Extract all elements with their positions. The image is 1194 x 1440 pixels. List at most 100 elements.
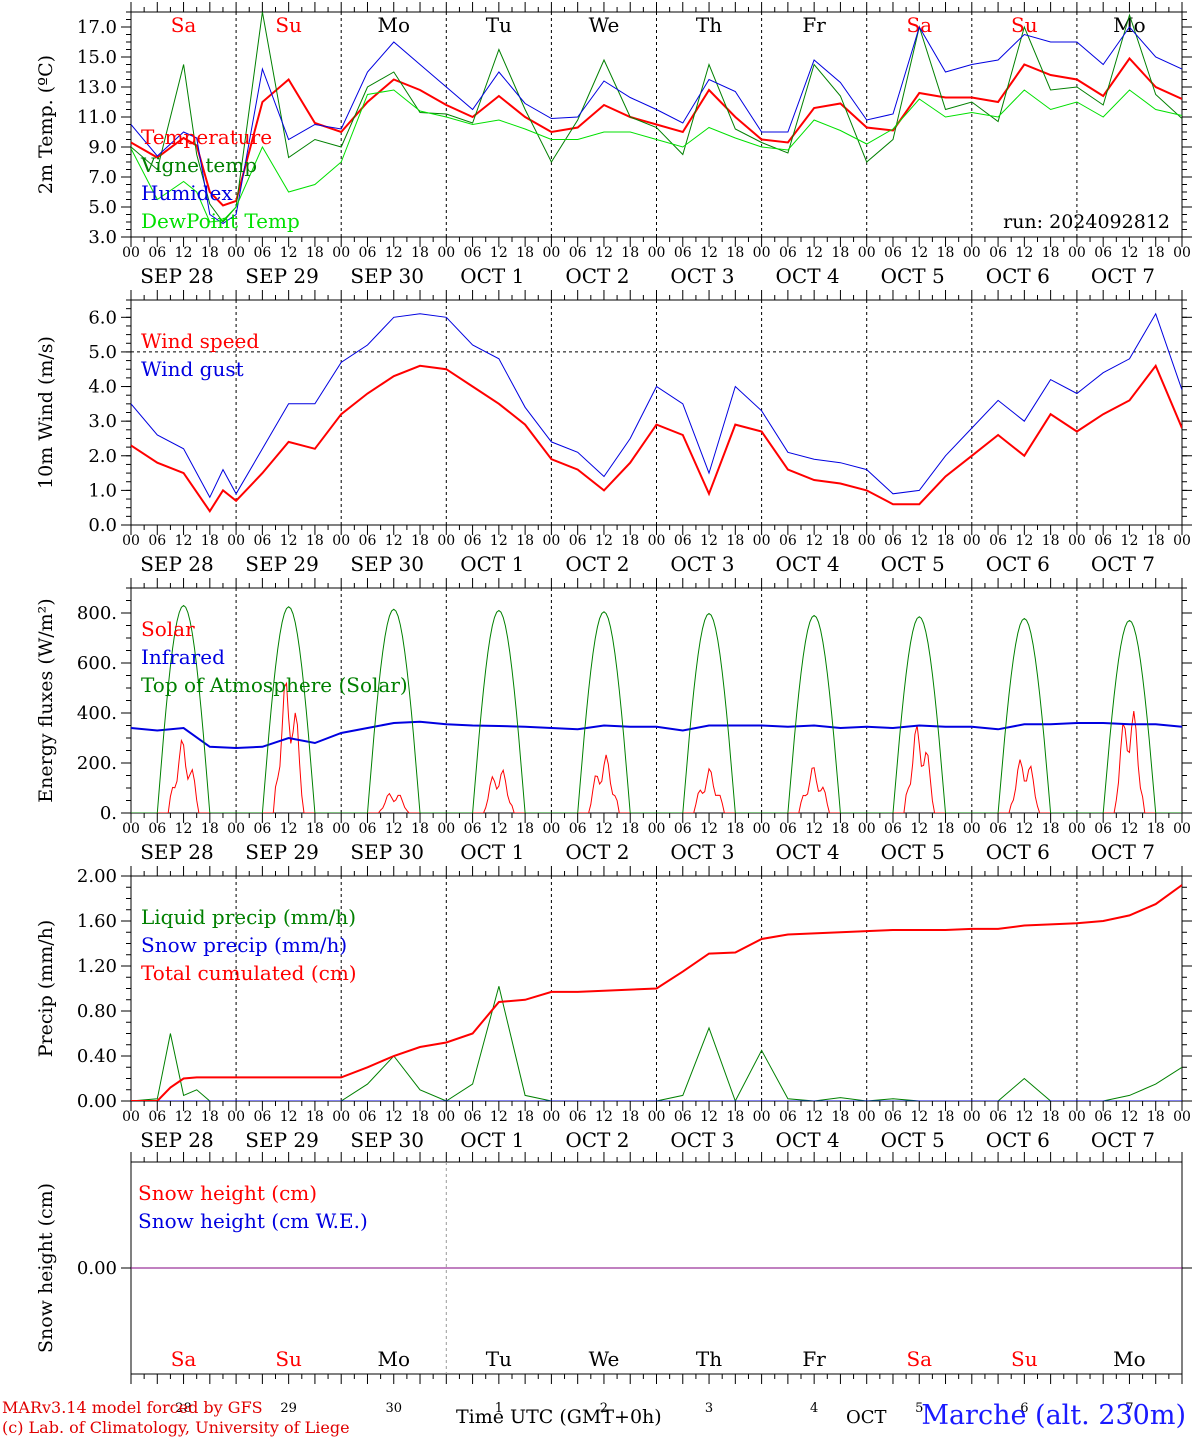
temp-weekday-label: Su	[275, 13, 302, 37]
wind-x-hour-label: 18	[306, 533, 324, 549]
precip-y-tick-label: 1.60	[77, 911, 117, 932]
precip-x-hour-label: 00	[437, 1109, 455, 1125]
energy-x-hour-label: 06	[674, 821, 692, 837]
energy-x-hour-label: 18	[726, 821, 744, 837]
temp-series-3	[131, 89, 1182, 223]
energy-x-hour-label: 12	[490, 821, 508, 837]
precip-x-hour-label: 12	[1015, 1109, 1033, 1125]
energy-x-hour-label: 12	[700, 821, 718, 837]
precip-y-axis-label: Precip (mm/h)	[35, 920, 57, 1058]
energy-y-axis-label: Energy fluxes (W/m²)	[35, 598, 57, 802]
temp-y-tick-label: 9.0	[88, 137, 117, 158]
energy-x-hour-label: 06	[359, 821, 377, 837]
energy-x-hour-label: 00	[437, 821, 455, 837]
precip-x-date-label: OCT 5	[881, 1128, 945, 1152]
energy-x-hour-label: 00	[122, 821, 140, 837]
energy-x-date-label: OCT 2	[565, 840, 629, 864]
precip-x-hour-label: 06	[1094, 1109, 1112, 1125]
precip-x-hour-label: 18	[201, 1109, 219, 1125]
precip-x-hour-label: 00	[648, 1109, 666, 1125]
temp-x-date-label: OCT 4	[776, 264, 840, 288]
precip-x-hour-label: 00	[858, 1109, 876, 1125]
temp-x-hour-label: 12	[805, 245, 823, 261]
precip-x-hour-label: 00	[227, 1109, 245, 1125]
temp-x-hour-label: 00	[542, 245, 560, 261]
temp-x-hour-label: 00	[122, 245, 140, 261]
temp-x-hour-label: 00	[753, 245, 771, 261]
wind-x-hour-label: 00	[227, 533, 245, 549]
temp-x-hour-label: 06	[989, 245, 1007, 261]
wind-x-hour-label: 12	[595, 533, 613, 549]
precip-x-hour-label: 12	[280, 1109, 298, 1125]
month-label: OCT	[846, 1407, 887, 1428]
run-annotation: run: 2024092812	[1003, 211, 1170, 233]
snow-weekday-label: Sa	[906, 1347, 932, 1371]
temp-x-hour-label: 12	[490, 245, 508, 261]
wind-x-hour-label: 18	[621, 533, 639, 549]
wind-x-hour-label: 12	[910, 533, 928, 549]
temp-x-hour-label: 06	[253, 245, 271, 261]
energy-x-hour-label: 06	[884, 821, 902, 837]
energy-x-hour-label: 00	[1173, 821, 1191, 837]
energy-x-hour-label: 12	[1121, 821, 1139, 837]
temp-x-hour-label: 12	[1121, 245, 1139, 261]
wind-y-tick-label: 1.0	[88, 480, 117, 501]
temp-x-hour-label: 06	[569, 245, 587, 261]
temp-x-hour-label: 06	[148, 245, 166, 261]
energy-x-hour-label: 12	[175, 821, 193, 837]
energy-x-date-label: SEP 30	[350, 840, 424, 864]
precip-y-tick-label: 0.00	[77, 1091, 117, 1112]
energy-x-hour-label: 18	[516, 821, 534, 837]
snow-weekday-label: Tu	[486, 1347, 512, 1371]
snow-x-day-number: 4	[810, 1401, 818, 1416]
energy-series-2	[131, 604, 1182, 813]
temp-x-hour-label: 06	[779, 245, 797, 261]
temp-x-hour-label: 18	[201, 245, 219, 261]
temp-y-tick-label: 11.0	[77, 107, 117, 128]
precip-legend-entry: Total cumulated (cm)	[141, 961, 357, 985]
energy-x-hour-label: 12	[1015, 821, 1033, 837]
energy-legend-entry: Infrared	[141, 645, 225, 669]
wind-x-hour-label: 06	[989, 533, 1007, 549]
precip-x-hour-label: 00	[753, 1109, 771, 1125]
snow-x-day-number: 6	[1020, 1401, 1028, 1416]
energy-x-hour-label: 06	[779, 821, 797, 837]
temp-x-hour-label: 12	[1015, 245, 1033, 261]
energy-x-hour-label: 12	[385, 821, 403, 837]
temp-x-hour-label: 00	[858, 245, 876, 261]
temp-x-hour-label: 18	[621, 245, 639, 261]
wind-y-tick-label: 2.0	[88, 446, 117, 467]
temp-x-hour-label: 12	[175, 245, 193, 261]
precip-x-hour-label: 18	[937, 1109, 955, 1125]
temp-x-hour-label: 18	[411, 245, 429, 261]
energy-x-date-label: SEP 28	[140, 840, 214, 864]
snow-weekday-label: Th	[696, 1347, 722, 1371]
temp-x-date-label: OCT 5	[881, 264, 945, 288]
energy-x-hour-label: 00	[648, 821, 666, 837]
snow-weekday-label: Su	[275, 1347, 302, 1371]
temp-legend-entry: Vigne temp	[140, 153, 257, 177]
precip-y-tick-label: 0.80	[77, 1001, 117, 1022]
wind-x-date-label: SEP 30	[350, 552, 424, 576]
snow-legend-entry: Snow height (cm)	[138, 1181, 317, 1205]
precip-x-date-label: SEP 30	[350, 1128, 424, 1152]
snow-x-day-number: 29	[280, 1401, 297, 1416]
wind-y-tick-label: 6.0	[88, 307, 117, 328]
precip-x-hour-label: 06	[464, 1109, 482, 1125]
precip-x-hour-label: 00	[963, 1109, 981, 1125]
energy-legend-entry: Top of Atmosphere (Solar)	[141, 673, 408, 697]
precip-x-hour-label: 06	[253, 1109, 271, 1125]
precip-x-hour-label: 06	[359, 1109, 377, 1125]
precip-x-hour-label: 18	[621, 1109, 639, 1125]
wind-y-axis-label: 10m Wind (m/s)	[35, 336, 57, 489]
wind-x-hour-label: 12	[385, 533, 403, 549]
temp-x-date-label: OCT 6	[986, 264, 1050, 288]
wind-y-tick-label: 4.0	[88, 377, 117, 398]
wind-x-hour-label: 18	[1147, 533, 1165, 549]
temp-x-hour-label: 12	[910, 245, 928, 261]
energy-x-hour-label: 12	[280, 821, 298, 837]
precip-x-hour-label: 12	[385, 1109, 403, 1125]
energy-x-hour-label: 18	[937, 821, 955, 837]
temp-x-hour-label: 18	[1042, 245, 1060, 261]
temp-series-2	[131, 25, 1182, 225]
